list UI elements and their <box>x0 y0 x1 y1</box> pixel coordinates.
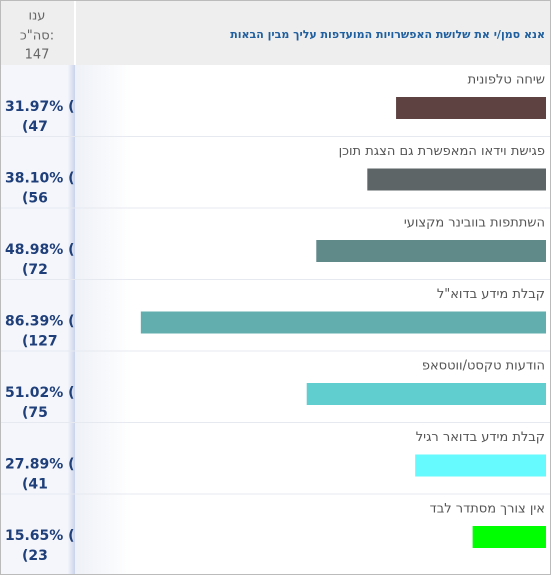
bar <box>472 526 546 548</box>
value-label: 31.97% ( <box>5 99 75 115</box>
category-label: שיחה טלפונית <box>468 73 545 88</box>
value-label: 27.89% ( <box>5 457 75 473</box>
value-label: 86.39% ( <box>5 314 75 330</box>
category-label: פגישת וידאו המאפשרת גם הצגת תוכן <box>339 144 545 159</box>
question-title: אנא סמן/י את שלושת האפשרויות המועדפות על… <box>230 28 545 41</box>
category-label: קבלת מידע בדואר רגיל <box>416 430 545 445</box>
header-row <box>1 1 550 65</box>
count-label: (41 <box>22 477 48 493</box>
value-label: 48.98% ( <box>5 242 75 258</box>
category-label: הודעות טקסט/ווטסאפ <box>422 359 545 374</box>
bar <box>316 240 546 262</box>
count-label: (23 <box>22 548 48 564</box>
value-label: 51.02% ( <box>5 385 75 401</box>
bar <box>306 383 546 405</box>
value-label: 15.65% ( <box>5 528 75 544</box>
total-value: 147 <box>25 48 50 63</box>
bar <box>415 454 546 477</box>
bar <box>367 168 546 191</box>
category-label: אין צורך מסתדר לבד <box>430 502 545 517</box>
count-label: (72 <box>22 262 48 278</box>
category-label: קבלת מידע בדוא"ל <box>437 287 545 302</box>
category-label: השתתפות בוובינר מקצועי <box>404 216 545 231</box>
bar <box>396 97 546 119</box>
total-label: סה"כ: <box>20 29 54 44</box>
value-label: 38.10% ( <box>5 171 75 187</box>
respondents-label: ענו <box>29 9 46 24</box>
count-label: (56 <box>22 191 48 207</box>
count-label: (47 <box>22 119 48 135</box>
value-column <box>1 65 75 574</box>
count-label: (75 <box>22 405 48 421</box>
count-label: (127 <box>22 334 58 350</box>
bar <box>140 311 546 334</box>
